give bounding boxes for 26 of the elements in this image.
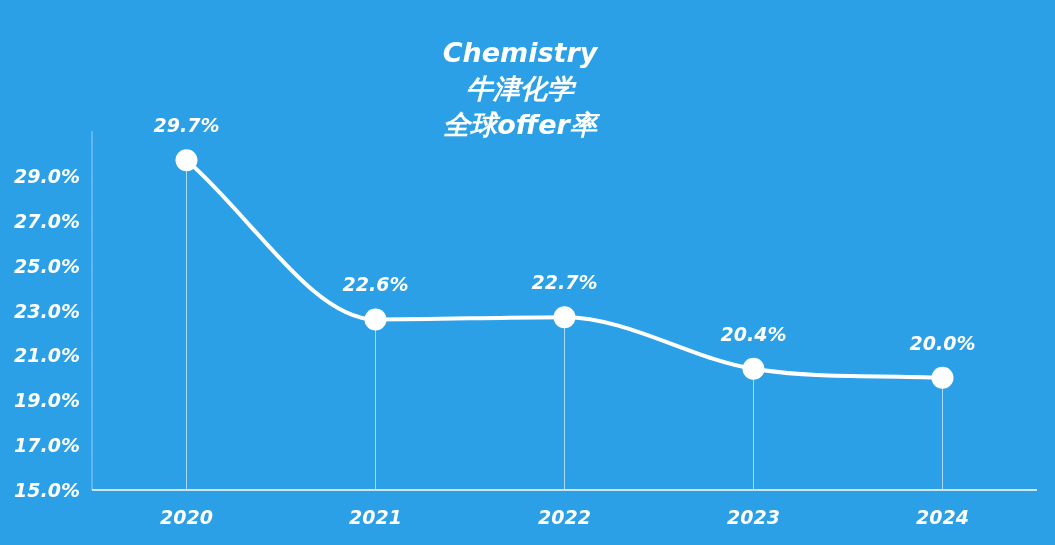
y-tick-label: 23.0% (14, 299, 80, 322)
point (742, 357, 765, 380)
x-tick-label: 2022 (538, 506, 591, 528)
y-tick-label: 15.0% (14, 479, 80, 501)
y-tick-label: 21.0% (14, 344, 80, 367)
data-label: 20.0% (909, 331, 976, 354)
data-label: 20.4% (720, 322, 787, 345)
x-tick-label: 2024 (916, 506, 969, 528)
data-label: 29.7% (153, 114, 220, 137)
y-tick-label: 25.0% (14, 254, 80, 277)
y-tick-label: 27.0% (14, 209, 80, 232)
y-tick-label: 19.0% (14, 389, 80, 412)
y-tick-label: 29.0% (14, 164, 80, 187)
chart-subtitle: 牛津化学 (466, 73, 577, 104)
point (553, 306, 576, 329)
x-tick-label: 2020 (160, 506, 213, 528)
x-tick-label: 2021 (349, 506, 402, 528)
chart-title: Chemistry (442, 37, 599, 68)
data-label: 22.6% (342, 273, 409, 296)
point (931, 366, 954, 389)
y-tick-label: 17.0% (14, 434, 80, 457)
data-label: 22.7% (531, 271, 598, 294)
point (175, 149, 198, 172)
annotation: 全球offer率 (443, 109, 601, 140)
x-tick-label: 2023 (727, 506, 780, 528)
point (364, 308, 387, 331)
